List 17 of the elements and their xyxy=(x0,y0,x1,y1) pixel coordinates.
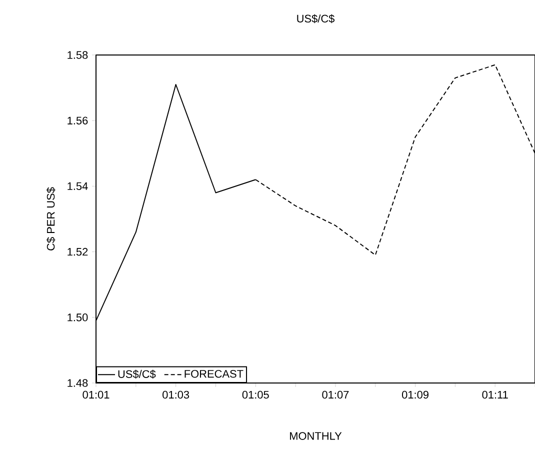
x-tick-label: 01:05 xyxy=(242,390,269,399)
y-tick-label: 1.54 xyxy=(68,182,88,190)
chart-title: US$/C$ xyxy=(297,14,335,24)
legend-label: FORECAST xyxy=(184,370,244,378)
y-tick-label: 1.56 xyxy=(68,116,88,124)
y-tick-label: 1.52 xyxy=(68,248,88,256)
x-tick-label: 01:01 xyxy=(82,390,110,399)
x-tick-label: 01:11 xyxy=(482,390,508,399)
x-axis-title: MONTHLY xyxy=(290,432,342,440)
legend-label: US$/C$ xyxy=(118,370,156,379)
x-tick-label: 01:09 xyxy=(402,390,428,399)
x-tick-label: 01:03 xyxy=(162,390,190,399)
y-tick-label: 1.58 xyxy=(68,51,88,59)
y-axis-title: C$ PER US$ xyxy=(46,187,56,250)
y-tick-label: 1.48 xyxy=(68,379,88,387)
y-tick-label: 1.50 xyxy=(68,314,88,322)
x-tick-label: 01:07 xyxy=(322,390,349,399)
